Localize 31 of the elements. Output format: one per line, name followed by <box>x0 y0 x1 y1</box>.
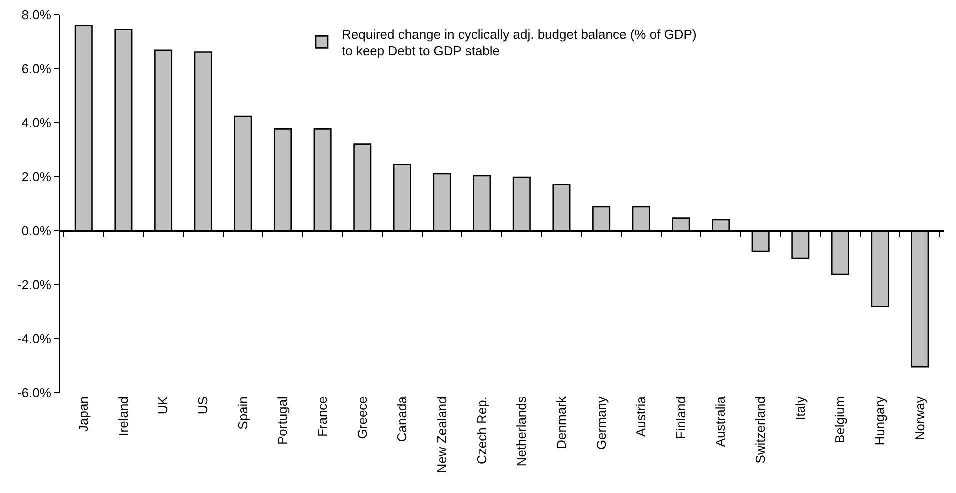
x-tick-label: Greece <box>354 396 370 440</box>
y-tick-label: 0.0% <box>22 224 52 239</box>
y-tick-label: 2.0% <box>22 170 52 185</box>
x-tick-label: Canada <box>394 396 410 442</box>
y-tick-label: -6.0% <box>17 386 52 401</box>
x-tick-label: France <box>315 396 330 438</box>
x-tick-label: Ireland <box>116 396 131 436</box>
x-tick-label: Norway <box>912 396 928 441</box>
x-tick-label: Denmark <box>554 396 569 450</box>
x-tick-label: Italy <box>792 396 808 420</box>
y-tick-label: 4.0% <box>22 116 52 131</box>
x-tick-label: UK <box>156 396 171 415</box>
y-tick-label: 6.0% <box>22 62 52 77</box>
y-tick-label: -2.0% <box>17 278 52 293</box>
x-tick-label: Netherlands <box>514 396 530 467</box>
y-tick-label: -4.0% <box>17 332 52 347</box>
x-tick-label: Hungary <box>872 396 888 446</box>
x-tick-label: Spain <box>235 396 250 430</box>
x-tick-label: Belgium <box>832 396 848 444</box>
x-tick-label: New Zealand <box>434 396 450 474</box>
x-tick-label: Japan <box>76 396 92 432</box>
y-tick-label: 8.0% <box>22 8 52 23</box>
x-tick-label: Czech Rep. <box>474 396 490 465</box>
x-tick-label: Finland <box>673 396 688 440</box>
legend-label: Required change in cyclically adj. budget balance (% of GDP) to keep Debt to GDP stable <box>342 26 697 59</box>
x-tick-label: Austria <box>634 396 649 438</box>
x-tick-label: Switzerland <box>753 396 768 464</box>
x-tick-label: Germany <box>594 396 609 450</box>
x-tick-label: Australia <box>713 396 728 448</box>
x-tick-label: Portugal <box>275 396 290 446</box>
x-tick-label: US <box>196 396 211 415</box>
